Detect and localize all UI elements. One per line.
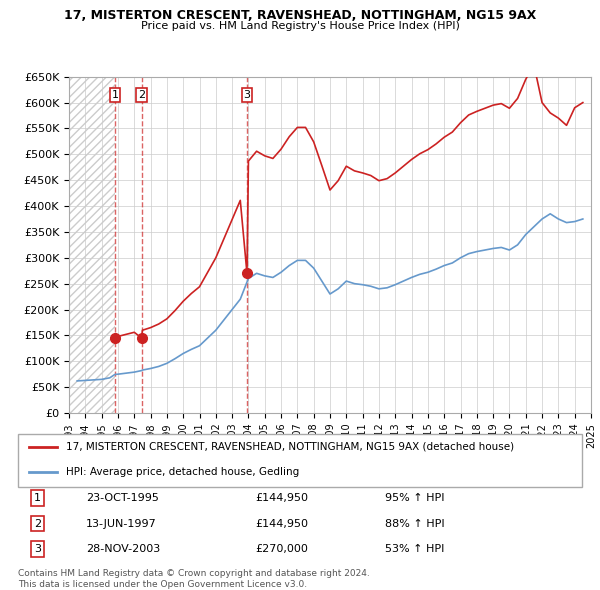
Text: 3: 3 [244, 90, 250, 100]
Text: 23-OCT-1995: 23-OCT-1995 [86, 493, 158, 503]
Text: 28-NOV-2003: 28-NOV-2003 [86, 544, 160, 554]
Text: £144,950: £144,950 [255, 519, 308, 529]
Text: 2: 2 [34, 519, 41, 529]
Text: 95% ↑ HPI: 95% ↑ HPI [385, 493, 444, 503]
Text: 53% ↑ HPI: 53% ↑ HPI [385, 544, 444, 554]
Text: 2: 2 [138, 90, 145, 100]
Text: 1: 1 [112, 90, 118, 100]
Text: 88% ↑ HPI: 88% ↑ HPI [385, 519, 444, 529]
Text: £270,000: £270,000 [255, 544, 308, 554]
Text: Contains HM Land Registry data © Crown copyright and database right 2024.
This d: Contains HM Land Registry data © Crown c… [18, 569, 370, 589]
FancyBboxPatch shape [18, 434, 582, 487]
Text: 17, MISTERTON CRESCENT, RAVENSHEAD, NOTTINGHAM, NG15 9AX (detached house): 17, MISTERTON CRESCENT, RAVENSHEAD, NOTT… [66, 442, 514, 452]
Text: 13-JUN-1997: 13-JUN-1997 [86, 519, 157, 529]
Text: 17, MISTERTON CRESCENT, RAVENSHEAD, NOTTINGHAM, NG15 9AX: 17, MISTERTON CRESCENT, RAVENSHEAD, NOTT… [64, 9, 536, 22]
Text: Price paid vs. HM Land Registry's House Price Index (HPI): Price paid vs. HM Land Registry's House … [140, 21, 460, 31]
Text: 1: 1 [34, 493, 41, 503]
Text: 3: 3 [34, 544, 41, 554]
Text: £144,950: £144,950 [255, 493, 308, 503]
Text: HPI: Average price, detached house, Gedling: HPI: Average price, detached house, Gedl… [66, 467, 299, 477]
